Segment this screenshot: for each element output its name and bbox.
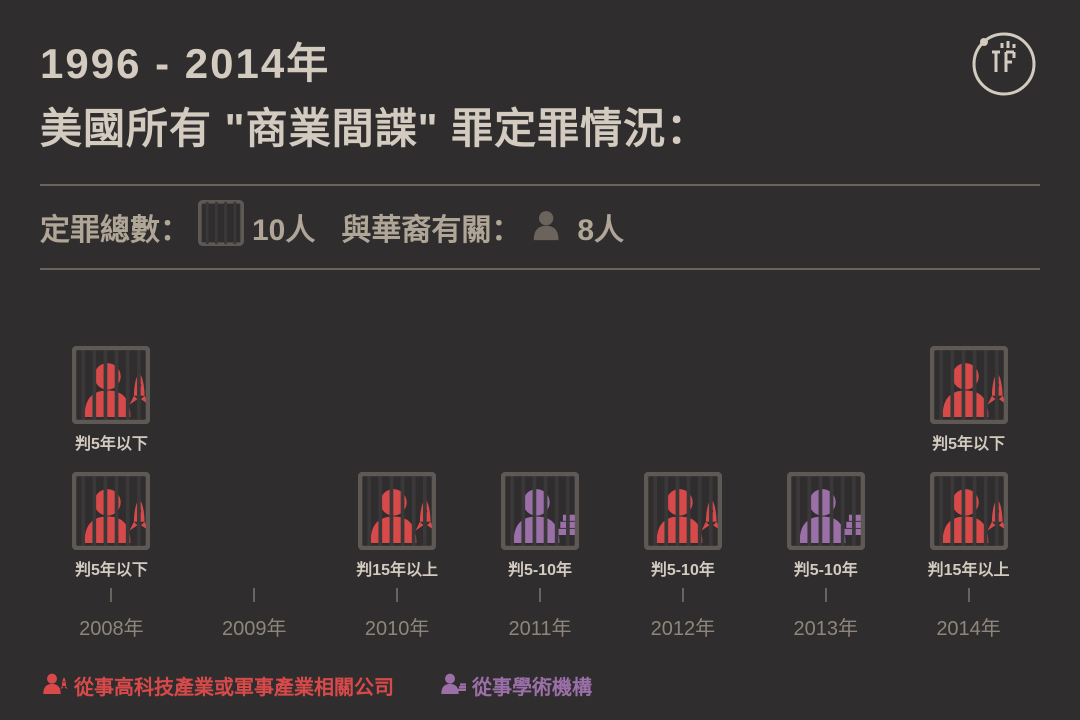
stat-chinese: 與華裔有關： 8人	[341, 203, 624, 251]
sentence-label: 判5-10年	[651, 556, 715, 580]
academic-icon	[438, 668, 466, 702]
legend: 從事高科技產業或軍事產業相關公司 從事學術機構	[40, 668, 592, 702]
legend-tech-label: 從事高科技產業或軍事產業相關公司	[74, 671, 394, 700]
tech-icon	[40, 668, 68, 702]
year-tick: 2009年	[183, 588, 326, 641]
sentence-label: 判15年以上	[356, 556, 438, 580]
conviction-cell: 判5-10年	[787, 472, 865, 580]
conviction-cell: 判5-10年	[644, 472, 722, 580]
sentence-label: 判5-10年	[508, 556, 572, 580]
stat-chinese-label: 與華裔有關：	[341, 205, 521, 249]
year-tick: 2012年	[611, 588, 754, 641]
stat-total-value: 10人	[252, 205, 315, 249]
year-column: 判5-10年	[754, 472, 897, 580]
year-tick: 2008年	[40, 588, 183, 641]
jail-icon	[198, 200, 244, 254]
year-column: 判5-10年	[611, 472, 754, 580]
stats-bar: 定罪總數： 10人 與華裔有關： 8人	[40, 184, 1040, 270]
sentence-label: 判5年以下	[75, 430, 148, 454]
conviction-cell: 判15年以上	[356, 472, 438, 580]
title-block: 1996 - 2014年 美國所有 "商業間諜" 罪定罪情況：	[40, 30, 1040, 156]
year-tick: 2010年	[326, 588, 469, 641]
conviction-cell: 判5年以下	[72, 472, 150, 580]
conviction-cell: 判5-10年	[501, 472, 579, 580]
person-icon	[529, 203, 569, 251]
timeline-chart: 判5年以下 判5年以下 判15年以上	[40, 320, 1040, 650]
year-tick: 2014年	[897, 588, 1040, 641]
year-column: 判15年以上	[326, 472, 469, 580]
stat-total-label: 定罪總數：	[40, 205, 190, 249]
legend-academic: 從事學術機構	[438, 668, 592, 702]
year-column: 判5年以下 判5年以下	[40, 346, 183, 580]
title-line-2: 美國所有 "商業間諜" 罪定罪情況：	[40, 95, 1040, 156]
stat-chinese-value: 8人	[577, 205, 624, 249]
stat-total: 定罪總數： 10人	[40, 200, 315, 254]
title-line-1: 1996 - 2014年	[40, 30, 1040, 91]
sentence-label: 判5年以下	[75, 556, 148, 580]
brand-logo	[968, 28, 1040, 105]
sentence-label: 判15年以上	[928, 556, 1010, 580]
year-tick: 2013年	[754, 588, 897, 641]
year-tick: 2011年	[469, 588, 612, 641]
conviction-cell: 判15年以上	[928, 472, 1010, 580]
year-column: 判5年以下 判15年以上	[897, 346, 1040, 580]
legend-academic-label: 從事學術機構	[472, 671, 592, 700]
sentence-label: 判5-10年	[794, 556, 858, 580]
sentence-label: 判5年以下	[932, 430, 1005, 454]
conviction-cell: 判5年以下	[930, 346, 1008, 454]
legend-tech: 從事高科技產業或軍事產業相關公司	[40, 668, 394, 702]
year-column: 判5-10年	[469, 472, 612, 580]
conviction-cell: 判5年以下	[72, 346, 150, 454]
